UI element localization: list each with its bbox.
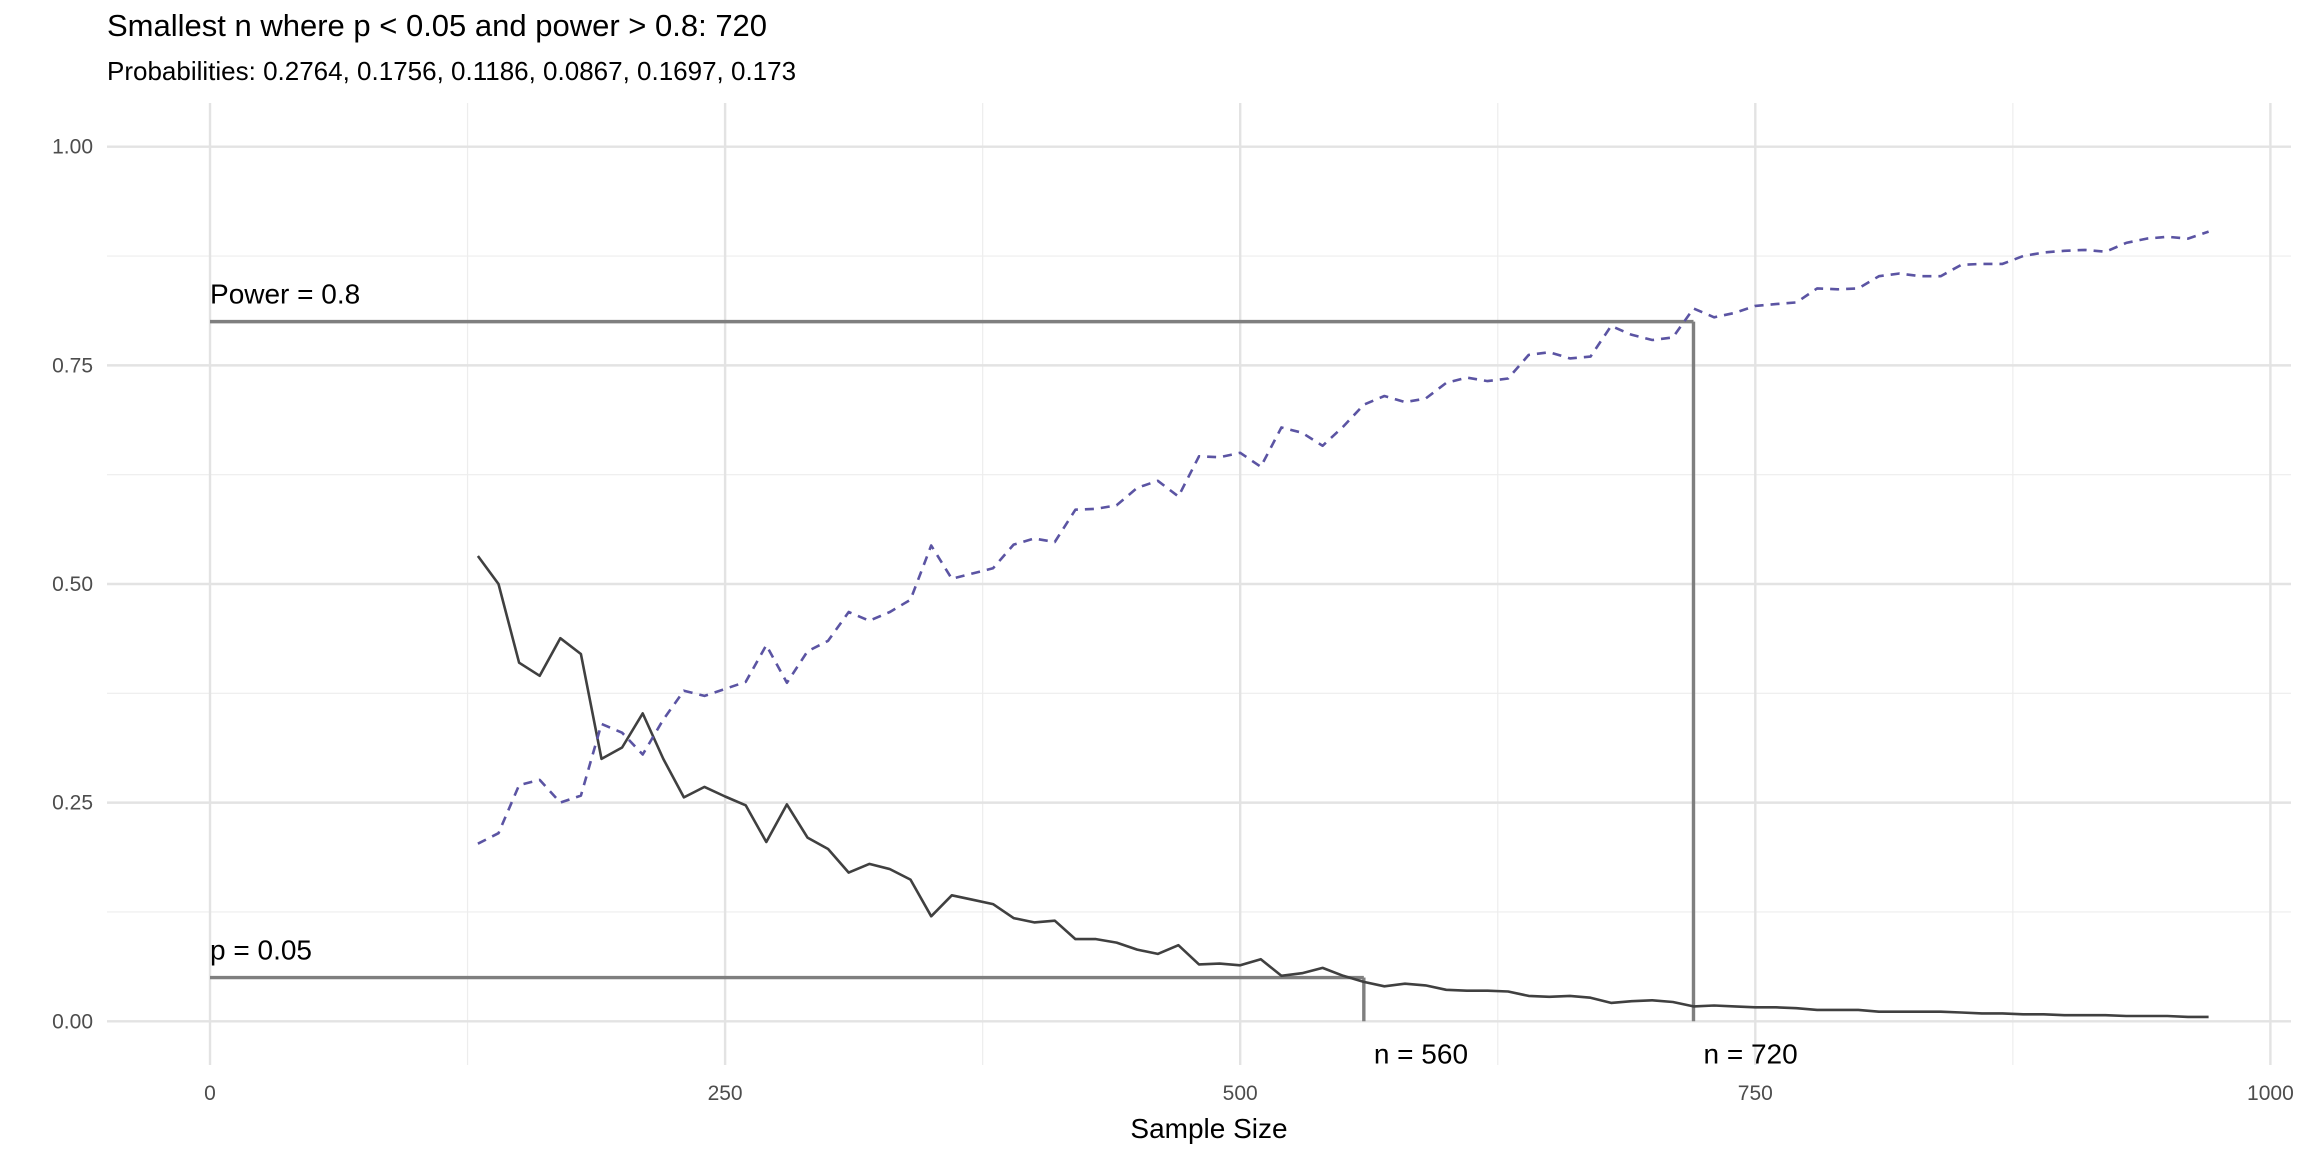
x-axis-label: Sample Size bbox=[1130, 1113, 1287, 1144]
x-tick-label: 0 bbox=[204, 1082, 216, 1105]
vertical-marker-label: n = 560 bbox=[1374, 1038, 1468, 1069]
y-tick-label: 0.75 bbox=[52, 354, 93, 377]
series-line-solid bbox=[476, 555, 2209, 1019]
reference-line-label: p = 0.05 bbox=[210, 935, 312, 966]
y-tick-label: 1.00 bbox=[52, 136, 93, 159]
chart-title: Smallest n where p < 0.05 and power > 0.… bbox=[107, 8, 768, 43]
axis-ticks: 0 250 500 750 1000 0.00 0.25 0.50 0.75 1.00 bbox=[52, 136, 2294, 1105]
x-tick-label: 250 bbox=[708, 1082, 743, 1105]
grid-lines bbox=[107, 103, 2291, 1065]
series-line-dashed bbox=[477, 230, 2210, 845]
x-tick-label: 500 bbox=[1223, 1082, 1258, 1105]
vertical-marker-label: n = 720 bbox=[1703, 1038, 1797, 1069]
y-tick-label: 0.00 bbox=[52, 1010, 93, 1033]
chart-subtitle: Probabilities: 0.2764, 0.1756, 0.1186, 0… bbox=[107, 56, 797, 86]
reference-lines: Power = 0.8 p = 0.05 n = 560 n = 720 bbox=[210, 279, 1798, 1069]
data-series bbox=[476, 230, 2210, 1019]
y-tick-label: 0.25 bbox=[52, 792, 93, 815]
y-tick-label: 0.50 bbox=[52, 573, 93, 596]
x-tick-label: 1000 bbox=[2247, 1082, 2294, 1105]
reference-line-label: Power = 0.8 bbox=[210, 279, 360, 310]
x-tick-label: 750 bbox=[1738, 1082, 1773, 1105]
